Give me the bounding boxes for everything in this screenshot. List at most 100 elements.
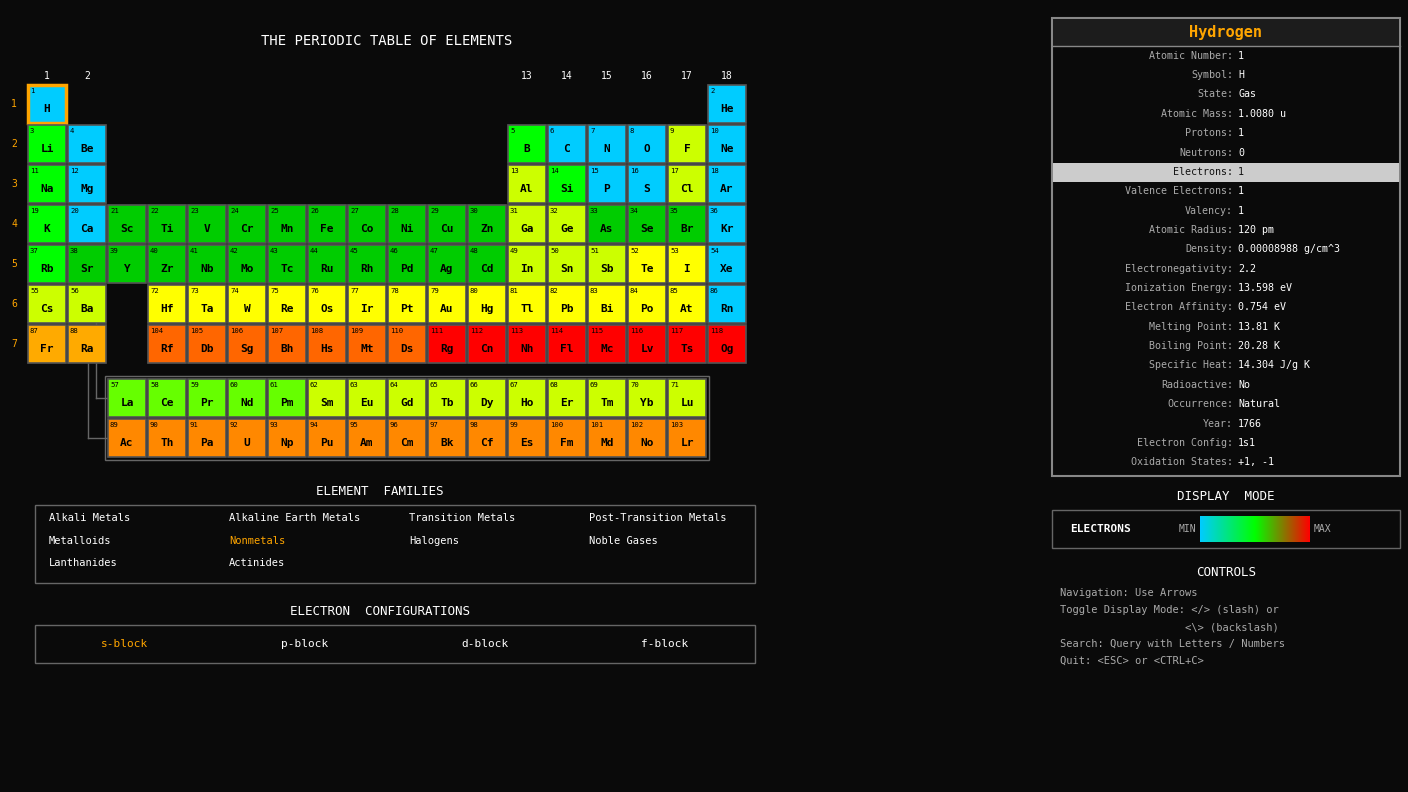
Text: 41: 41 xyxy=(190,248,199,254)
Text: Dy: Dy xyxy=(480,398,494,408)
Text: State:: State: xyxy=(1197,89,1233,100)
Text: Mo: Mo xyxy=(241,264,253,273)
Text: Ba: Ba xyxy=(80,303,94,314)
Text: Sn: Sn xyxy=(560,264,573,273)
Text: ELECTRON  CONFIGURATIONS: ELECTRON CONFIGURATIONS xyxy=(290,605,470,618)
Bar xyxy=(268,245,306,283)
Text: Post-Transition Metals: Post-Transition Metals xyxy=(589,513,727,523)
Text: Fl: Fl xyxy=(560,344,573,353)
Text: Electrons:: Electrons: xyxy=(1173,167,1233,177)
Text: 64: 64 xyxy=(390,382,398,388)
Bar xyxy=(106,376,710,460)
Text: Noble Gases: Noble Gases xyxy=(589,535,658,546)
Text: K: K xyxy=(44,223,51,234)
Bar xyxy=(308,285,346,323)
Text: Boiling Point:: Boiling Point: xyxy=(1149,341,1233,351)
Text: 6: 6 xyxy=(551,128,555,134)
Text: 105: 105 xyxy=(190,328,203,334)
Text: Er: Er xyxy=(560,398,573,408)
Text: Cf: Cf xyxy=(480,437,494,447)
Text: Cu: Cu xyxy=(441,223,453,234)
Text: Tm: Tm xyxy=(600,398,614,408)
Text: 74: 74 xyxy=(230,288,239,294)
Text: 2.2: 2.2 xyxy=(1238,264,1256,274)
Bar xyxy=(667,379,705,417)
Text: 50: 50 xyxy=(551,248,559,254)
Text: Lv: Lv xyxy=(641,344,653,353)
Text: Pb: Pb xyxy=(560,303,573,314)
Text: Pu: Pu xyxy=(320,437,334,447)
Bar xyxy=(428,245,466,283)
Text: 67: 67 xyxy=(510,382,518,388)
Bar xyxy=(228,205,266,243)
Bar xyxy=(35,625,755,663)
Bar xyxy=(589,205,627,243)
Text: Alkali Metals: Alkali Metals xyxy=(49,513,131,523)
Text: No: No xyxy=(1238,380,1250,390)
Text: Sb: Sb xyxy=(600,264,614,273)
Bar xyxy=(28,325,66,363)
Bar xyxy=(28,205,66,243)
Text: O: O xyxy=(643,143,650,154)
Text: Neutrons:: Neutrons: xyxy=(1178,147,1233,158)
Bar xyxy=(348,285,386,323)
Text: Bi: Bi xyxy=(600,303,614,314)
Text: Ne: Ne xyxy=(721,143,734,154)
Bar xyxy=(28,125,66,163)
Text: 87: 87 xyxy=(30,328,39,334)
Bar xyxy=(1052,510,1400,548)
Text: Ta: Ta xyxy=(200,303,214,314)
Text: Sm: Sm xyxy=(320,398,334,408)
Text: Md: Md xyxy=(600,437,614,447)
Bar xyxy=(228,379,266,417)
Text: Rb: Rb xyxy=(41,264,54,273)
Bar xyxy=(508,285,546,323)
Text: Ru: Ru xyxy=(320,264,334,273)
Text: 47: 47 xyxy=(429,248,439,254)
Text: 33: 33 xyxy=(590,208,598,214)
Text: 40: 40 xyxy=(151,248,159,254)
Text: 16: 16 xyxy=(629,168,639,174)
Bar xyxy=(189,379,227,417)
Bar xyxy=(467,419,505,457)
Bar xyxy=(28,165,66,203)
Bar xyxy=(548,165,586,203)
Bar xyxy=(589,165,627,203)
Text: 118: 118 xyxy=(710,328,724,334)
Text: Cl: Cl xyxy=(680,184,694,193)
Bar xyxy=(68,245,106,283)
Text: 62: 62 xyxy=(310,382,318,388)
Text: 26: 26 xyxy=(310,208,318,214)
Text: 8: 8 xyxy=(629,128,635,134)
Bar xyxy=(189,245,227,283)
Text: 45: 45 xyxy=(351,248,359,254)
Bar xyxy=(1053,163,1400,181)
Text: Br: Br xyxy=(680,223,694,234)
Text: 83: 83 xyxy=(590,288,598,294)
Bar xyxy=(628,325,666,363)
Text: In: In xyxy=(520,264,534,273)
Bar xyxy=(148,285,186,323)
Text: 27: 27 xyxy=(351,208,359,214)
Text: Zr: Zr xyxy=(161,264,173,273)
Bar xyxy=(308,325,346,363)
Text: Pr: Pr xyxy=(200,398,214,408)
Text: Toggle Display Mode: </> (slash) or: Toggle Display Mode: </> (slash) or xyxy=(1060,605,1278,615)
Bar xyxy=(308,245,346,283)
Text: 107: 107 xyxy=(270,328,283,334)
Text: 1: 1 xyxy=(1238,186,1245,196)
Text: 30: 30 xyxy=(470,208,479,214)
Text: Mc: Mc xyxy=(600,344,614,353)
Text: 82: 82 xyxy=(551,288,559,294)
Text: 89: 89 xyxy=(110,422,118,428)
Text: 49: 49 xyxy=(510,248,518,254)
Text: V: V xyxy=(204,223,210,234)
Text: Fm: Fm xyxy=(560,437,573,447)
Text: Mt: Mt xyxy=(360,344,373,353)
Text: 1: 1 xyxy=(1238,167,1245,177)
Bar xyxy=(428,325,466,363)
Bar xyxy=(148,325,186,363)
Bar xyxy=(628,379,666,417)
Bar xyxy=(228,285,266,323)
Text: 14.304 J/g K: 14.304 J/g K xyxy=(1238,360,1311,371)
